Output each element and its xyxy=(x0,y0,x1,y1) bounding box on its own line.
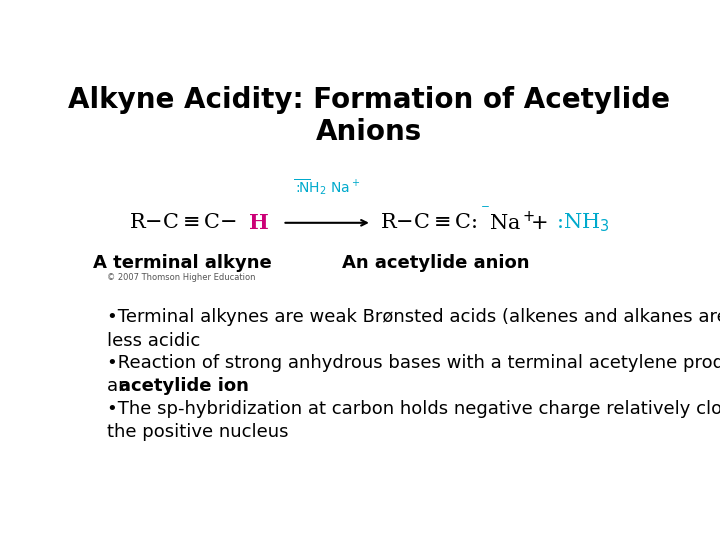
Text: •Terminal alkynes are weak Brønsted acids (alkenes and alkanes are much
less aci: •Terminal alkynes are weak Brønsted acid… xyxy=(107,308,720,349)
Text: +: + xyxy=(531,213,548,233)
Text: Alkyne Acidity: Formation of Acetylide
Anions: Alkyne Acidity: Formation of Acetylide A… xyxy=(68,85,670,146)
Text: An acetylide anion: An acetylide anion xyxy=(342,254,530,272)
Text: A terminal alkyne: A terminal alkyne xyxy=(93,254,271,272)
Text: R$-$C$\equiv$C:: R$-$C$\equiv$C: xyxy=(380,213,478,232)
Text: $^-$: $^-$ xyxy=(478,204,490,219)
Text: $\overline{:\!\!{\rm N}}$H$_2$ Na$^+$: $\overline{:\!\!{\rm N}}$H$_2$ Na$^+$ xyxy=(294,177,361,197)
Text: :NH$_3$: :NH$_3$ xyxy=(556,212,610,234)
Text: •The sp-hybridization at carbon holds negative charge relatively close to
the po: •The sp-hybridization at carbon holds ne… xyxy=(107,400,720,441)
Text: •Reaction of strong anhydrous bases with a terminal acetylene produces
an: •Reaction of strong anhydrous bases with… xyxy=(107,354,720,395)
Text: acetylide ion: acetylide ion xyxy=(119,377,249,395)
Text: © 2007 Thomson Higher Education: © 2007 Thomson Higher Education xyxy=(107,273,256,282)
Text: H: H xyxy=(249,213,269,233)
Text: Na$^+$: Na$^+$ xyxy=(489,211,536,234)
Text: R$-$C$\equiv$C$-$: R$-$C$\equiv$C$-$ xyxy=(129,213,237,232)
